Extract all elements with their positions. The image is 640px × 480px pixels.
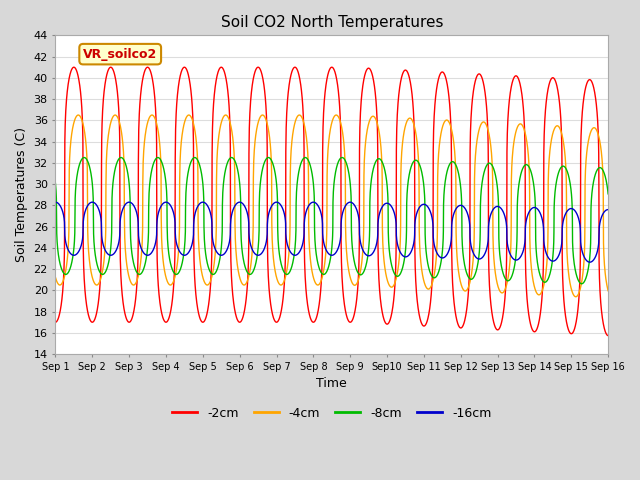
Y-axis label: Soil Temperatures (C): Soil Temperatures (C) bbox=[15, 127, 28, 262]
-16cm bbox=[115, 241, 122, 247]
-4cm bbox=[594, 130, 602, 135]
-8cm bbox=[264, 155, 271, 161]
-4cm bbox=[604, 288, 612, 294]
Line: -16cm: -16cm bbox=[56, 202, 608, 262]
X-axis label: Time: Time bbox=[316, 377, 347, 390]
-2cm bbox=[593, 115, 601, 120]
-2cm bbox=[534, 323, 541, 329]
Title: Soil CO2 North Temperatures: Soil CO2 North Temperatures bbox=[221, 15, 443, 30]
-16cm bbox=[534, 206, 541, 212]
-8cm bbox=[52, 180, 60, 186]
-8cm bbox=[594, 167, 602, 172]
-16cm bbox=[52, 199, 60, 205]
Line: -2cm: -2cm bbox=[56, 67, 608, 336]
-8cm bbox=[148, 168, 156, 174]
-4cm bbox=[52, 275, 60, 280]
-8cm bbox=[604, 191, 612, 197]
-2cm bbox=[115, 105, 122, 111]
-2cm bbox=[604, 333, 612, 338]
-16cm bbox=[264, 221, 271, 227]
Line: -4cm: -4cm bbox=[56, 115, 608, 297]
-4cm bbox=[74, 112, 82, 118]
-2cm bbox=[287, 70, 295, 76]
-4cm bbox=[534, 291, 541, 297]
Text: VR_soilco2: VR_soilco2 bbox=[83, 48, 157, 60]
-4cm bbox=[148, 112, 156, 118]
-2cm bbox=[70, 64, 77, 70]
-4cm bbox=[115, 117, 122, 123]
-2cm bbox=[52, 319, 60, 325]
-4cm bbox=[572, 294, 580, 300]
-16cm bbox=[593, 248, 601, 254]
-2cm bbox=[264, 250, 271, 256]
-16cm bbox=[147, 250, 155, 256]
-8cm bbox=[578, 281, 586, 287]
Legend: -2cm, -4cm, -8cm, -16cm: -2cm, -4cm, -8cm, -16cm bbox=[167, 402, 496, 425]
-16cm bbox=[287, 251, 295, 256]
-2cm bbox=[148, 72, 156, 77]
-8cm bbox=[287, 264, 295, 270]
-8cm bbox=[81, 155, 88, 160]
-16cm bbox=[586, 259, 594, 265]
-16cm bbox=[604, 207, 612, 213]
Line: -8cm: -8cm bbox=[56, 157, 608, 284]
-8cm bbox=[115, 156, 122, 162]
-4cm bbox=[287, 143, 295, 148]
-8cm bbox=[534, 263, 541, 269]
-4cm bbox=[264, 122, 271, 128]
